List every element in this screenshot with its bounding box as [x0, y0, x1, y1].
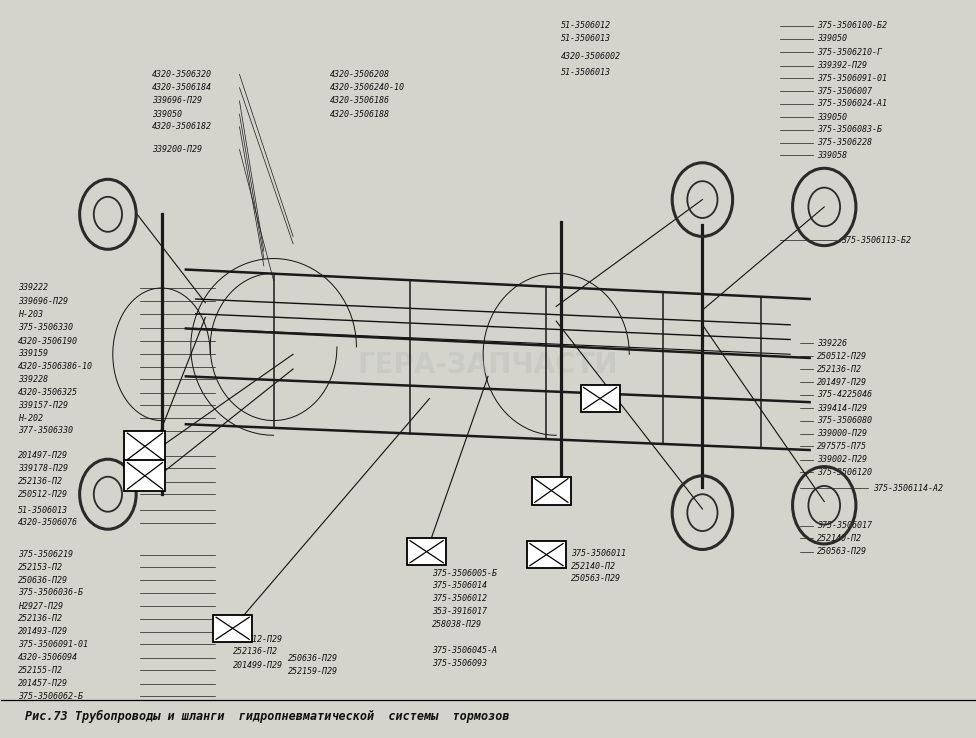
Text: 375-3506210-Г: 375-3506210-Г	[818, 48, 882, 57]
Text: 339200-П29: 339200-П29	[151, 145, 202, 154]
Text: 252136-П2: 252136-П2	[232, 647, 277, 656]
Text: 375-3506045-А: 375-3506045-А	[432, 646, 498, 655]
Text: 339058: 339058	[818, 151, 847, 160]
Text: 252159-П29: 252159-П29	[288, 666, 339, 675]
Text: 252136-П2: 252136-П2	[19, 477, 63, 486]
Text: 252153-П2: 252153-П2	[19, 562, 63, 572]
Text: ГЕРА-ЗАПЧАСТИ: ГЕРА-ЗАПЧАСТИ	[358, 351, 618, 379]
Text: Н2927-П29: Н2927-П29	[19, 601, 63, 610]
Text: 4320-3506188: 4320-3506188	[330, 110, 390, 119]
Text: 4320-3506190: 4320-3506190	[19, 337, 78, 345]
Text: 252136-П2: 252136-П2	[19, 614, 63, 623]
Text: 297575-П75: 297575-П75	[818, 442, 868, 451]
Text: 250563-П29: 250563-П29	[818, 547, 868, 556]
Text: 250563-П29: 250563-П29	[571, 574, 621, 584]
Text: 375-3506007: 375-3506007	[818, 87, 873, 96]
Text: 252155-П2: 252155-П2	[19, 666, 63, 675]
Text: 4320-3506386-10: 4320-3506386-10	[19, 362, 94, 371]
Bar	[125, 461, 165, 492]
Text: 250512-П29: 250512-П29	[232, 635, 283, 644]
Text: 375-4225046: 375-4225046	[818, 390, 873, 399]
Text: 4320-3506320: 4320-3506320	[151, 70, 212, 79]
Text: 375-3506330: 375-3506330	[19, 323, 73, 332]
Text: 339222: 339222	[19, 283, 48, 292]
Text: 250636-П29: 250636-П29	[19, 576, 68, 585]
Text: 51-3506013: 51-3506013	[19, 506, 68, 515]
Bar	[125, 431, 165, 462]
Text: 339414-П29: 339414-П29	[818, 404, 868, 413]
Text: 339000-П29: 339000-П29	[818, 430, 868, 438]
Text: 339178-П29: 339178-П29	[19, 464, 68, 473]
Text: 201499-П29: 201499-П29	[232, 661, 283, 669]
Bar	[581, 385, 620, 412]
Text: 201457-П29: 201457-П29	[19, 679, 68, 688]
Text: 339050: 339050	[818, 35, 847, 44]
Text: 375-3506219: 375-3506219	[19, 550, 73, 559]
Text: 339392-П29: 339392-П29	[818, 61, 868, 70]
Text: 375-3506120: 375-3506120	[818, 468, 873, 477]
Text: 375-3506017: 375-3506017	[818, 522, 873, 531]
Text: 375-3506062-Б: 375-3506062-Б	[19, 692, 83, 700]
Text: 375-3506080: 375-3506080	[818, 416, 873, 425]
Text: 51-3506012: 51-3506012	[561, 21, 611, 30]
Text: 4320-3506186: 4320-3506186	[330, 97, 390, 106]
Text: 4320-3506076: 4320-3506076	[19, 519, 78, 528]
Text: 339228: 339228	[19, 375, 48, 384]
Text: 4320-3506208: 4320-3506208	[330, 70, 390, 79]
Text: 375-3506083-Б: 375-3506083-Б	[818, 125, 882, 134]
Text: 375-3506024-А1: 375-3506024-А1	[818, 100, 887, 108]
Text: Рис.73 Трубопроводы и шланги  гидропневматической  системы  тормозов: Рис.73 Трубопроводы и шланги гидропневма…	[25, 710, 509, 723]
Text: 375-3506014: 375-3506014	[432, 581, 487, 590]
Text: 252140-П2: 252140-П2	[818, 534, 863, 543]
Text: 4320-3506184: 4320-3506184	[151, 83, 212, 92]
Text: 4320-3506325: 4320-3506325	[19, 388, 78, 397]
Text: 201497-П29: 201497-П29	[818, 378, 868, 387]
Bar	[213, 615, 252, 641]
Text: Н-203: Н-203	[19, 310, 43, 319]
Text: 339696-П29: 339696-П29	[19, 297, 68, 306]
Text: 375-3506093: 375-3506093	[432, 659, 487, 668]
Text: 375-3506012: 375-3506012	[432, 594, 487, 604]
Text: 375-3506100-Б2: 375-3506100-Б2	[818, 21, 887, 30]
Text: 339226: 339226	[818, 339, 847, 348]
Text: 4320-3506182: 4320-3506182	[151, 123, 212, 131]
Text: 250636-П29: 250636-П29	[288, 654, 339, 663]
Text: 339159: 339159	[19, 349, 48, 358]
Text: 339050: 339050	[818, 113, 847, 122]
Text: 258038-П29: 258038-П29	[432, 620, 482, 629]
Text: 201497-П29: 201497-П29	[19, 452, 68, 461]
Text: 4320-3506002: 4320-3506002	[561, 52, 621, 61]
Text: 375-3506091-01: 375-3506091-01	[818, 74, 887, 83]
Text: 353-3916017: 353-3916017	[432, 607, 487, 615]
Text: 51-3506013: 51-3506013	[561, 35, 611, 44]
Text: 250512-П29: 250512-П29	[818, 352, 868, 361]
Bar	[407, 539, 446, 565]
Bar	[532, 477, 571, 505]
Text: 252140-П2: 252140-П2	[571, 562, 616, 571]
Bar	[527, 542, 566, 568]
Text: 4320-3506240-10: 4320-3506240-10	[330, 83, 405, 92]
Text: 375-3506011: 375-3506011	[571, 548, 626, 558]
Text: 339696-П29: 339696-П29	[151, 97, 202, 106]
Text: 375-3506228: 375-3506228	[818, 138, 873, 148]
Text: 201493-П29: 201493-П29	[19, 627, 68, 636]
Text: 4320-3506094: 4320-3506094	[19, 653, 78, 662]
Text: 375-3506113-Б2: 375-3506113-Б2	[840, 235, 911, 244]
Text: Н-202: Н-202	[19, 414, 43, 423]
Text: 375-3506114-А2: 375-3506114-А2	[873, 484, 943, 493]
Text: 339002-П29: 339002-П29	[818, 455, 868, 464]
Text: 250512-П29: 250512-П29	[19, 490, 68, 499]
Text: 377-3506330: 377-3506330	[19, 427, 73, 435]
Text: 375-3506036-Б: 375-3506036-Б	[19, 588, 83, 598]
Text: 339050: 339050	[151, 110, 182, 119]
Text: 252136-П2: 252136-П2	[818, 365, 863, 373]
Text: 375-3506091-01: 375-3506091-01	[19, 640, 88, 649]
Text: 375-3506005-Б: 375-3506005-Б	[432, 568, 498, 578]
Text: 339157-П29: 339157-П29	[19, 401, 68, 410]
Text: 51-3506013: 51-3506013	[561, 69, 611, 77]
